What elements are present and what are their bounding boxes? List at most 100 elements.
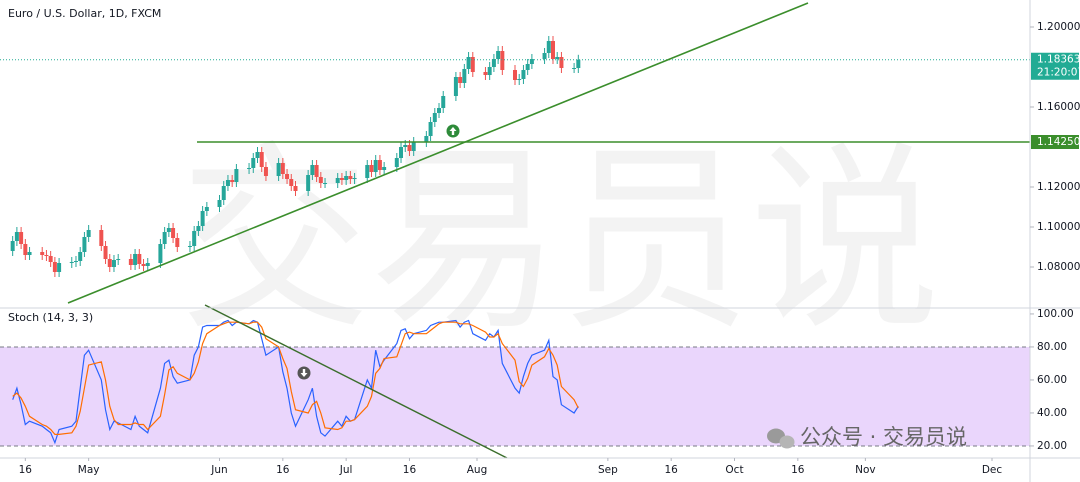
candle-body (86, 230, 91, 237)
candle-body (487, 67, 492, 75)
candle-body (280, 163, 285, 174)
candle-body (78, 252, 83, 261)
candle-body (500, 51, 505, 70)
candle-body (137, 254, 142, 264)
candle-body (103, 246, 108, 259)
y-tick-label: 1.10000 (1037, 221, 1080, 233)
x-tick-label: Nov (855, 464, 876, 476)
candle-body (192, 231, 197, 246)
candle-body (344, 176, 349, 180)
x-tick-label: 16 (665, 464, 679, 476)
candle-body (175, 238, 180, 247)
candle-body (521, 70, 526, 79)
candle-body (23, 244, 28, 255)
candle-body (318, 177, 323, 183)
candle-body (69, 262, 74, 263)
band-fill (0, 346, 1030, 446)
candle-body (441, 96, 446, 108)
candle-body (145, 263, 150, 266)
candle-body (394, 158, 399, 167)
candle-body (555, 57, 560, 59)
candle-body (99, 230, 104, 246)
candle-body (40, 252, 45, 255)
candle-body (158, 244, 163, 263)
candle-body (314, 165, 319, 177)
wechat-caption: 公众号 · 交易员说 (767, 425, 967, 449)
candle-body (306, 175, 311, 191)
candle-body (335, 178, 340, 183)
candle-body (276, 163, 281, 176)
candle-body (529, 59, 534, 64)
axis: 1.08000 1.10000 1.12000 1.16000 1.20000 1.142… (19, 21, 1080, 476)
x-tick-label: Aug (467, 464, 488, 476)
y-tick-label: 1.12000 (1037, 181, 1080, 193)
candle-body (133, 254, 138, 265)
y-tick-label: 80.00 (1037, 341, 1067, 353)
candle-body (513, 70, 517, 80)
candle-body (285, 174, 290, 179)
candle-body (19, 232, 24, 244)
candle-body (458, 77, 463, 83)
chart-title: Euro / U.S. Dollar, 1D, FXCM (8, 7, 161, 20)
candle-body (559, 57, 564, 68)
x-tick-label: 16 (791, 464, 805, 476)
watermark: 交易员说 (180, 125, 940, 358)
candle-body (44, 255, 49, 256)
candle-body (310, 165, 315, 175)
candle-body (128, 259, 133, 265)
candle-body (491, 59, 496, 67)
candle-body (348, 176, 353, 179)
countdown: 21:20:07 (1037, 67, 1080, 79)
candle-body (373, 160, 378, 172)
x-tick-label: Jul (339, 464, 353, 476)
candle-body (57, 263, 62, 272)
x-tick-label: Sep (598, 464, 618, 476)
candle-body (14, 232, 19, 241)
candle-body (204, 207, 209, 211)
last-price-box (1031, 52, 1079, 80)
stoch-line (12, 321, 579, 435)
candle-body (225, 180, 230, 186)
candle-body (369, 165, 374, 172)
candle-body (111, 260, 116, 267)
x-tick-label: 16 (276, 464, 290, 476)
candle-body (187, 246, 192, 247)
candle-body (251, 158, 256, 168)
candle-body (73, 261, 78, 262)
candle-body (162, 232, 167, 244)
x-tick-label: 16 (403, 464, 417, 476)
candle-body (166, 228, 171, 232)
candle-body (403, 145, 408, 147)
candle-body (466, 57, 471, 69)
y-tick-label: 1.20000 (1037, 21, 1080, 33)
candle-body (424, 136, 429, 142)
candle-body (470, 57, 475, 72)
candle-body (107, 259, 112, 267)
candle-body (572, 68, 577, 69)
x-tick-label: Dec (982, 464, 1003, 476)
x-tick-label: 16 (19, 464, 33, 476)
candle-body (217, 200, 222, 207)
candle-body (407, 145, 412, 151)
sell-arrow (300, 369, 308, 377)
candle-body (247, 168, 252, 169)
indicator-title: Stoch (14, 3, 3) (8, 311, 93, 324)
candle-body (428, 122, 433, 136)
y-tick-label: 1.16000 (1037, 101, 1080, 113)
candle-body (411, 142, 416, 151)
plot (0, 36, 1030, 445)
candle-body (289, 179, 294, 186)
candle-body (453, 77, 458, 96)
x-tick-label: Jun (210, 464, 227, 476)
candle-body (234, 169, 239, 182)
candle-body (259, 152, 264, 167)
candle-body (171, 228, 176, 238)
x-tick-label: Oct (725, 464, 743, 476)
y-tick-label: 60.00 (1037, 374, 1067, 386)
candle-body (221, 186, 226, 200)
candle-body (200, 211, 205, 226)
candle-body (399, 147, 404, 158)
candle-body (483, 72, 488, 75)
candle-body (339, 178, 344, 180)
